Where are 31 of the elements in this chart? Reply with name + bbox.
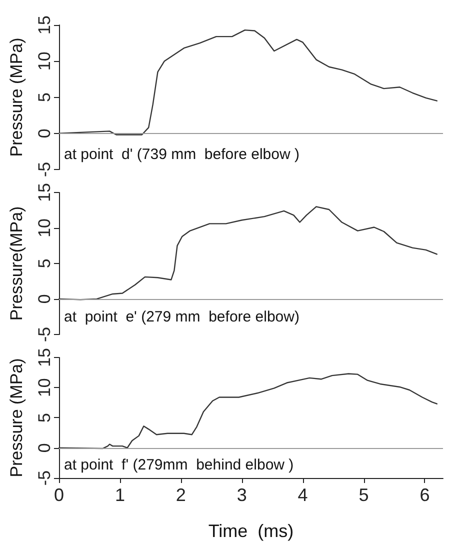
y-tick-label: 0 [35,294,54,304]
y-tick-label: -5 [35,162,54,178]
x-tick-label: 3 [236,485,247,505]
y-tick-label: -5 [35,470,54,486]
x-tick-label: 1 [114,485,125,505]
y-axis-title: Pressure (MPa) [7,38,26,157]
y-tick-label: 0 [35,128,54,138]
y-axis-title: Pressure (MPa) [7,358,26,478]
y-tick-label: 5 [35,92,54,102]
y-tick-label: 5 [35,412,54,422]
y-tick-label: 5 [35,258,54,268]
line-series [58,373,438,450]
y-axis-title: Pressure(MPa) [7,206,26,321]
annotation: at point f' (279mm behind elbow ) [64,456,294,474]
x-tick-label: 6 [420,485,430,505]
y-tick-label: 0 [35,443,54,453]
line-series [58,29,438,136]
x-tick-label: 5 [358,485,369,505]
x-tick-label: 2 [176,485,186,505]
x-axis-title: Time (ms) [208,521,294,541]
y-tick-label: 10 [35,378,54,398]
line-series [58,206,438,300]
annotation: at point e' (279 mm before elbow) [64,308,300,326]
y-tick-label: 15 [35,348,54,367]
y-tick-label: 15 [35,16,54,34]
annotation: at point d' (739 mm before elbow ) [64,146,300,163]
y-tick-label: -5 [35,326,54,342]
y-tick-label: 15 [35,182,54,202]
x-tick-label: 4 [298,485,308,505]
y-tick-label: 10 [35,52,54,71]
y-tick-label: 10 [35,218,54,238]
